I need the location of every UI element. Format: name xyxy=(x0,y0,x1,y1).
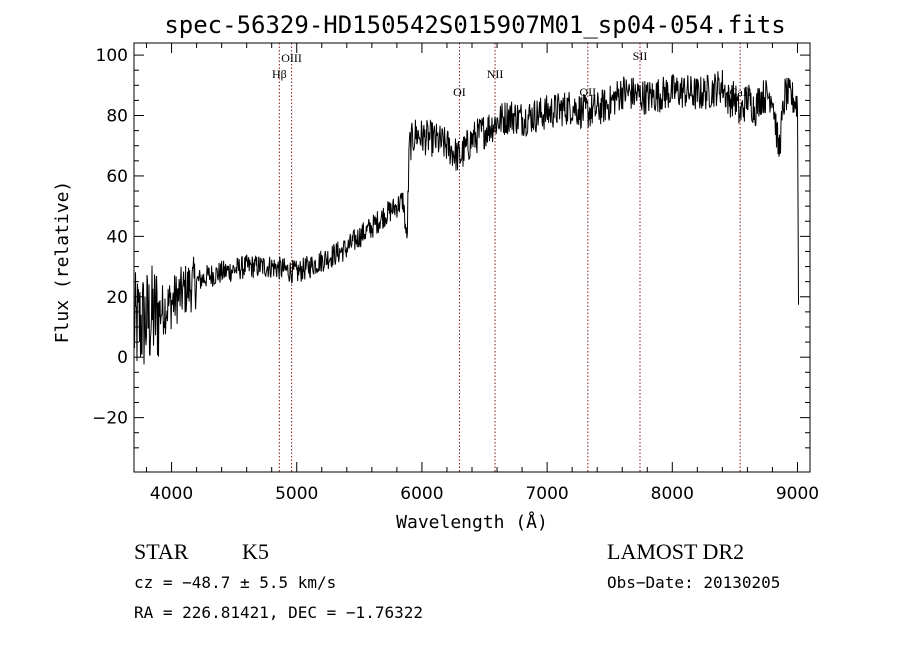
x-tick-label: 7000 xyxy=(525,484,568,504)
y-axis-label: Flux (relative) xyxy=(52,181,73,344)
y-tick-label: 100 xyxy=(96,46,128,66)
plot-frame xyxy=(133,42,811,473)
x-tick-label: 9000 xyxy=(776,484,819,504)
spectrum-line xyxy=(133,69,799,365)
chart-title: spec-56329-HD150542S015907M01_sp04-054.f… xyxy=(164,11,785,39)
x-axis-label: Wavelength (Å) xyxy=(396,511,548,533)
line-marker-label: SII xyxy=(633,49,648,63)
redshift-velocity: cz = −48.7 ± 5.5 km/s xyxy=(134,573,337,592)
y-tick-label: 60 xyxy=(106,167,128,187)
line-marker-label: OI xyxy=(453,85,466,99)
line-marker-label: Hβ xyxy=(272,67,287,81)
x-tick-label: 5000 xyxy=(275,484,318,504)
object-subclass: K5 xyxy=(242,539,269,564)
y-tick-label: 40 xyxy=(106,227,128,247)
x-tick-label: 4000 xyxy=(150,484,193,504)
line-marker-label: OIII xyxy=(281,51,302,65)
x-tick-label: 8000 xyxy=(651,484,694,504)
x-tick-label: 6000 xyxy=(400,484,443,504)
line-marker-label: NII xyxy=(487,67,504,81)
spectrum-series xyxy=(133,69,799,365)
y-tick-label: 0 xyxy=(117,348,128,368)
coordinates: RA = 226.81421, DEC = −1.76322 xyxy=(134,603,423,622)
y-tick-label: 80 xyxy=(106,107,128,127)
survey-name: LAMOST DR2 xyxy=(607,539,745,564)
axis-ticks: 4000 5000 6000 7000 8000 9000 −20 0 20 40 60 80 100 xyxy=(92,43,819,504)
y-tick-label: −20 xyxy=(92,409,128,429)
y-tick-label: 20 xyxy=(106,288,128,308)
object-class: STAR xyxy=(134,539,189,564)
observation-date: Obs−Date: 20130205 xyxy=(607,573,781,592)
